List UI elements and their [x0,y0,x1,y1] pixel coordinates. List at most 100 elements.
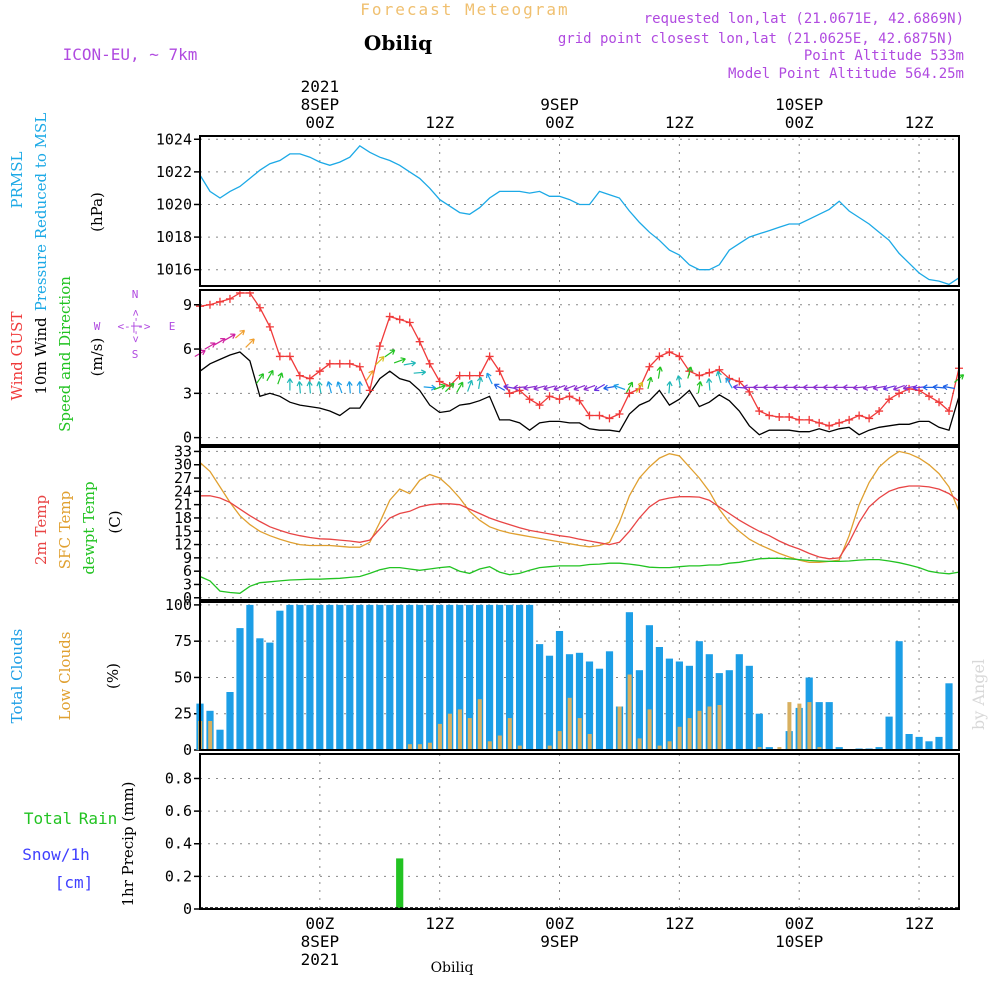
wind-direction-arrow [593,383,605,392]
total-cloud-bar [675,661,683,750]
wind-direction-arrow [573,384,586,392]
compass-n: N [132,288,139,301]
low-cloud-bar [707,706,712,750]
low-cloud-bar [467,718,472,750]
wind-direction-arrow [603,384,616,391]
low-cloud-bar [667,741,672,750]
dewpoint-line [199,557,960,594]
low-cloud-bar [577,718,582,750]
low-cloud-bar [477,699,482,750]
total-cloud-bar [456,604,464,750]
y-tick-label: 1018 [156,228,192,246]
low-cloud-bar [697,710,702,750]
wind-direction-arrow [467,379,474,392]
wind-direction-arrow [476,376,484,390]
total-cloud-bar [306,604,314,750]
top-time-label: 00Z [785,113,814,132]
total-cloud-bar [695,641,703,750]
watermark: by Angel [969,659,988,730]
total-cloud-bar [655,647,663,750]
total-cloud-bar [416,604,424,750]
total-cloud-bar [496,604,504,750]
gust-point [735,377,744,386]
bottom-time-label: 9SEP [540,932,579,951]
gust-point [895,389,904,398]
total-cloud-bar [506,604,514,750]
pressure-line [199,144,960,286]
y-tick-label: 50 [174,668,192,686]
low-cloud-bar [497,735,502,750]
low-cloud-bar [547,745,552,750]
gust-point [445,381,454,390]
bottom-time-label: 8SEP [301,932,340,951]
wind-direction-arrow [675,375,683,388]
wind-direction-arrow [486,372,493,385]
total-cloud-bar [326,604,334,750]
gust-point [495,367,504,376]
y-tick-label: 0 [183,589,192,607]
wind-direction-arrow [533,384,546,391]
total-cloud-bar [585,661,594,750]
low-cloud-bar [208,721,213,750]
gust-point [695,371,704,380]
temp-panel-frame [199,446,960,601]
total-cloud-bar [246,604,254,750]
total-cloud-bar [915,736,923,750]
gust-point [305,374,314,383]
y-tick-label: 1022 [156,163,192,181]
wind-unit-label: (m/s) [88,338,106,377]
gust-point [935,398,944,407]
prmsl-label: PRMSL [8,151,26,208]
wind-panel-frame [199,289,960,446]
total-cloud-bar [286,604,294,750]
wind-direction-arrow [932,384,946,391]
gust-line [199,292,960,427]
gust-point [395,315,404,324]
wind-direction-arrow [306,381,313,394]
wind-direction-arrow [725,377,733,389]
gust-point [435,377,444,386]
total-cloud-bar [256,638,264,750]
y-tick-label: 30 [174,456,192,474]
total-cloud-bar [426,604,434,750]
wind-direction-arrow [553,384,566,392]
wind-direction-arrow [444,382,455,393]
y-tick-label: 9 [183,296,192,314]
total-cloud-bar [226,692,234,750]
gust-point [615,410,624,418]
gust-point [315,367,324,376]
y-tick-label: 6 [183,340,192,358]
total-cloud-bar [755,713,763,750]
total-cloud-bar [665,658,673,750]
total-cloud-bar [645,625,653,750]
total-cloud-bar [745,665,753,750]
gust-point [485,352,494,361]
low-cloud-bar [517,745,522,750]
location-title: Obiliq [364,31,432,55]
top-time-label: 2021 [301,77,340,96]
y-tick-label: 3 [183,575,192,593]
gust-point [575,396,584,405]
low-cloud-bar [507,718,512,750]
total-cloud-bar [386,604,394,750]
gust-point [805,415,814,424]
gridpoint-coords: grid point closest lon,lat (21.0625E, 42… [558,31,954,47]
total-cloud-bar [685,665,693,750]
wind-direction-arrow [902,384,916,391]
low-cloud-bar [437,723,442,750]
total-cloud-bar [905,734,913,750]
total-cloud-bar [885,716,893,750]
total-cloud-bar [925,741,933,750]
gust-point [705,368,714,377]
gust-point [875,407,884,416]
wind-direction-arrow [204,342,216,350]
gust-point [285,352,294,361]
total-cloud-bar [466,604,474,750]
compass-s: S [132,348,139,361]
wind-direction-arrow [583,384,596,392]
total-cloud-bar [935,736,943,750]
gust-point [355,362,364,371]
y-tick-label: 100 [165,596,192,614]
low-clouds-label: Low Clouds [56,632,74,721]
